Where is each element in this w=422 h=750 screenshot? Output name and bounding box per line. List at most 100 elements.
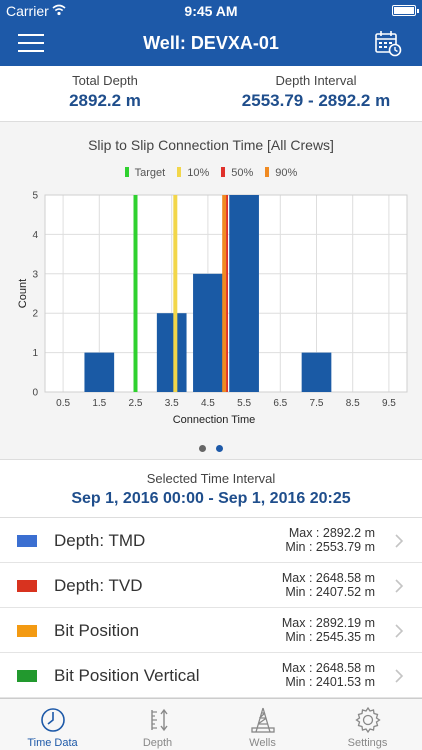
legend-swatch [221,167,226,177]
chevron-right-icon [395,624,404,638]
selected-time-interval[interactable]: Selected Time Interval Sep 1, 2016 00:00… [0,460,422,518]
tab-label: Wells [249,737,276,749]
tab-settings[interactable]: Settings [315,699,420,750]
status-time: 9:45 AM [184,3,238,19]
chart-bar [193,273,223,392]
x-tick-label: 2.5 [129,398,143,409]
legend-swatch [265,167,270,177]
depth-interval-label: Depth Interval [275,73,357,88]
min-value: Min : 2553.79 m [285,540,375,554]
tab-bar: Time Data Depth Wells Settings [0,698,422,750]
tab-label: Settings [347,737,388,749]
chart-title: Slip to Slip Connection Time [All Crews] [88,137,334,153]
chart-bar [156,313,187,392]
chevron-right-icon [395,534,404,548]
interval-value: Sep 1, 2016 00:00 - Sep 1, 2016 20:25 [71,490,351,507]
oil-rig-icon [251,707,275,733]
x-tick-label: 5.5 [237,398,251,409]
chart-bar [229,195,259,392]
min-value: Min : 2401.53 m [285,675,375,689]
list-item-depth-tvd[interactable]: Depth: TVD Max : 2648.58 m Min : 2407.52… [0,563,422,608]
tab-label: Time Data [27,737,78,749]
calendar-clock-icon[interactable] [374,29,402,57]
list-item-stats: Max : 2892.19 m Min : 2545.35 m [282,616,375,644]
list-item-bit-position-vertical[interactable]: Bit Position Vertical Max : 2648.58 m Mi… [0,653,422,698]
x-tick-label: 1.5 [92,398,106,409]
y-tick-label: 0 [32,388,38,399]
histogram-chart[interactable]: Slip to Slip Connection Time [All Crews]… [0,122,422,460]
x-tick-label: 0.5 [56,398,70,409]
legend-swatch [177,167,182,177]
series-color-swatch [17,625,37,637]
list-item-label: Depth: TVD [54,576,143,595]
legend-item: 10% [177,167,209,179]
list-item-bit-position[interactable]: Bit Position Max : 2892.19 m Min : 2545.… [0,608,422,653]
max-value: Max : 2892.2 m [288,526,375,540]
series-color-swatch [17,580,37,592]
max-value: Max : 2648.58 m [281,571,375,585]
y-tick-label: 2 [32,309,38,320]
nav-bar: Well: DEVXA-01 [0,22,422,66]
legend-item: 90% [265,167,297,179]
legend-swatch [124,167,129,177]
max-value: Max : 2648.58 m [281,661,375,675]
x-tick-label: 3.5 [165,398,179,409]
legend-label: 10% [187,167,210,179]
depth-interval-value: 2553.79 - 2892.2 m [241,91,391,110]
list-item-label: Depth: TMD [54,531,146,550]
y-tick-label: 4 [32,230,38,241]
y-tick-label: 5 [32,191,38,202]
tab-depth[interactable]: Depth [105,699,210,750]
page-title: Well: DEVXA-01 [143,33,279,53]
max-value: Max : 2892.19 m [281,616,375,630]
legend-label: 90% [275,167,298,179]
page-indicator[interactable] [0,439,422,457]
list-item-stats: Max : 2648.58 m Min : 2407.52 m [282,571,375,599]
depth-ruler-icon [151,708,168,732]
clock-icon [41,708,65,732]
x-axis-label: Connection Time [173,414,256,426]
x-tick-label: 6.5 [273,398,287,409]
x-tick-label: 9.5 [382,398,396,409]
x-tick-label: 7.5 [310,398,324,409]
hamburger-menu-icon [18,34,44,36]
series-color-swatch [17,535,37,547]
total-depth-value: 2892.2 m [69,91,141,110]
total-depth: Total Depth 2892.2 m [0,73,210,111]
depth-summary: Total Depth 2892.2 m Depth Interval 2553… [0,66,422,122]
chevron-right-icon [395,669,404,683]
page-dot[interactable] [199,445,206,452]
list-item-label: Bit Position Vertical [54,666,200,685]
legend-item: Target [124,167,166,179]
legend-label: 50% [231,167,254,179]
chart-bar [84,352,115,392]
chart-plot: 0.5 1.5 2.5 3.5 4.5 5.5 6.5 7.5 8.5 9.5 0 1 2 3 4 5 Conn… [17,191,408,426]
channel-list: Depth: TMD Max : 2892.2 m Min : 2553.79 … [0,518,422,698]
x-tick-label: 4.5 [201,398,215,409]
interval-label: Selected Time Interval [146,471,276,486]
x-tick-label: 8.5 [346,398,360,409]
list-item-label: Bit Position [54,621,140,640]
gear-icon [355,706,381,734]
legend-item: 50% [221,167,253,179]
series-color-swatch [17,670,37,682]
battery-icon [392,5,419,16]
depth-interval: Depth Interval 2553.79 - 2892.2 m [210,73,422,111]
list-item-stats: Max : 2648.58 m Min : 2401.53 m [282,661,375,689]
menu-button[interactable] [18,32,44,54]
carrier-label: Carrier [6,3,49,19]
tab-time-data[interactable]: Time Data [0,699,105,750]
tab-wells[interactable]: Wells [210,699,315,750]
list-item-depth-tmd[interactable]: Depth: TMD Max : 2892.2 m Min : 2553.79 … [0,518,422,563]
chevron-right-icon [395,579,404,593]
y-axis-label: Count [17,279,29,308]
page-dot[interactable] [216,445,223,452]
status-bar: Carrier 9:45 AM [0,0,422,22]
min-value: Min : 2407.52 m [285,585,375,599]
total-depth-label: Total Depth [72,73,138,88]
wifi-icon [52,4,66,16]
chart-legend: Target 10% 50% 90% [0,167,422,179]
min-value: Min : 2545.35 m [285,630,375,644]
legend-label: Target [134,167,166,179]
chart-bar [301,352,332,392]
